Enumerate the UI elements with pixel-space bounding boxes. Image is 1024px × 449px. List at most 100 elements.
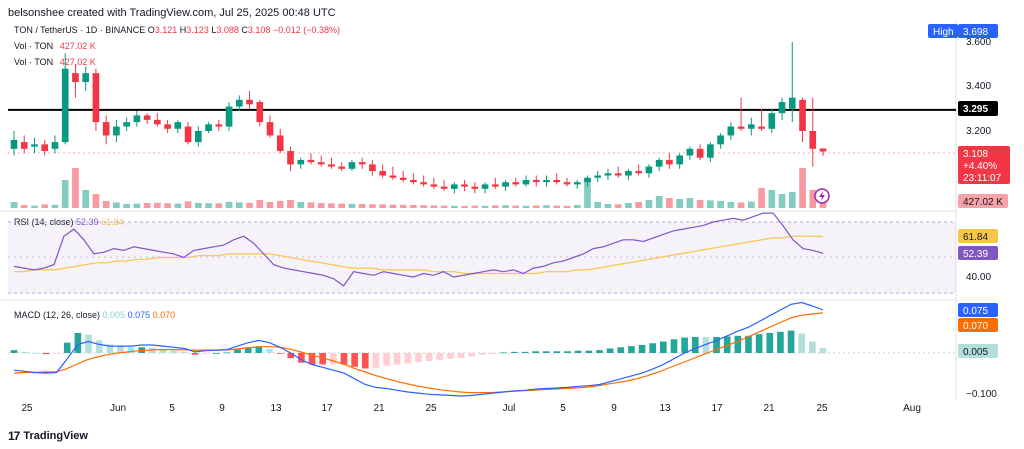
macd-histogram-bar bbox=[723, 336, 731, 353]
candle-body bbox=[727, 126, 735, 136]
macd-histogram-bar bbox=[42, 353, 50, 355]
macd-histogram-bar bbox=[755, 334, 763, 353]
volume-bar bbox=[676, 199, 683, 208]
macd-histogram-bar bbox=[638, 344, 646, 353]
candle-body bbox=[666, 159, 673, 165]
macd-histogram-bar bbox=[393, 353, 401, 365]
candle-body bbox=[20, 142, 28, 149]
volume-bar bbox=[461, 206, 468, 208]
candle-body bbox=[113, 126, 120, 136]
volume-bar bbox=[522, 205, 530, 208]
signal-tag-box bbox=[958, 318, 998, 332]
volume-bar bbox=[809, 190, 817, 208]
volume-bar bbox=[420, 205, 427, 208]
macd-line bbox=[13, 301, 824, 397]
macd-histogram-bar bbox=[532, 351, 539, 353]
volume-bar bbox=[82, 190, 90, 208]
macd-histogram-bar bbox=[447, 353, 454, 359]
lightning-icon[interactable] bbox=[814, 188, 830, 204]
macd-tag: 0.075 bbox=[963, 306, 988, 317]
macd-histogram-bar bbox=[361, 353, 369, 369]
volume-legend-2[interactable]: Vol · TON 427.02 K bbox=[14, 57, 96, 67]
candle-body bbox=[307, 159, 315, 163]
time-tick: 13 bbox=[270, 403, 282, 414]
time-tick: 25 bbox=[21, 403, 33, 414]
candle-body bbox=[215, 124, 223, 127]
volume-bar bbox=[584, 180, 591, 208]
volume-bar bbox=[184, 201, 192, 208]
volume-legend-1[interactable]: Vol · TON 427.02 K bbox=[14, 41, 96, 51]
symbol-name[interactable]: TON / TetherUS · 1D · BINANCE bbox=[14, 25, 146, 35]
candle-body bbox=[174, 122, 182, 129]
time-tick: 5 bbox=[169, 403, 175, 414]
tradingview-logo-icon: 17 bbox=[8, 429, 20, 443]
ohlc-open: 3.121 bbox=[154, 25, 178, 35]
macd-legend[interactable]: MACD (12, 26, close) 0.005 0.075 0.070 bbox=[14, 310, 175, 320]
macd-histogram-bar bbox=[777, 331, 784, 353]
volume-bar bbox=[123, 204, 130, 208]
volume-bar bbox=[328, 203, 335, 208]
volume-bar bbox=[389, 204, 397, 208]
volume-bar bbox=[235, 202, 243, 208]
time-tick: 25 bbox=[425, 403, 437, 414]
macd-histogram-bar bbox=[244, 347, 252, 353]
macd-histogram-bar bbox=[691, 336, 699, 353]
volume-bar bbox=[379, 204, 386, 208]
candle-body bbox=[143, 115, 151, 120]
chart-canvas[interactable]: 3.600 3.400 3.200 High 3.698 3.295 3.108… bbox=[0, 0, 1024, 420]
candle-body bbox=[133, 115, 141, 123]
candle-body bbox=[379, 171, 386, 176]
macd-histogram-bar bbox=[457, 353, 465, 359]
volume-bar bbox=[399, 204, 407, 208]
candle-body bbox=[317, 162, 325, 165]
candle-body bbox=[31, 144, 38, 147]
macd-histogram-bar bbox=[340, 353, 348, 365]
candle-body bbox=[676, 155, 683, 165]
volume-legend-value: 427.02 K bbox=[59, 41, 96, 51]
volume-bar bbox=[338, 203, 346, 208]
volume-bar bbox=[307, 202, 315, 208]
volume-bar bbox=[410, 205, 417, 208]
macd-histogram-bar bbox=[798, 333, 806, 353]
candle-body bbox=[102, 122, 110, 136]
macd-histogram-bar bbox=[468, 353, 476, 357]
macd-histogram-bar bbox=[574, 350, 582, 353]
macd-histogram-bar bbox=[372, 353, 380, 368]
candle-body bbox=[328, 164, 335, 167]
macd-histogram-bar bbox=[117, 346, 124, 353]
volume-bar bbox=[747, 201, 755, 208]
volume-bar bbox=[451, 205, 458, 208]
ohlc-high: 3.123 bbox=[186, 25, 209, 35]
candle-body bbox=[256, 102, 264, 123]
candles bbox=[10, 42, 827, 194]
macd-histogram-bar bbox=[585, 350, 593, 353]
volume-bar bbox=[113, 202, 120, 208]
price-tick: 3.400 bbox=[966, 81, 991, 92]
candle-body bbox=[491, 184, 499, 187]
ohlc-high-label: H bbox=[179, 25, 187, 35]
candle-body bbox=[737, 126, 745, 129]
tradingview-logo[interactable]: 17 TradingView bbox=[8, 429, 88, 443]
candle-body bbox=[768, 113, 776, 129]
volume-bar bbox=[788, 192, 796, 208]
macd-histogram-bar bbox=[745, 335, 752, 353]
volume-bar bbox=[553, 205, 561, 208]
macd-histogram-bar bbox=[425, 353, 433, 362]
macd-histogram-bar bbox=[564, 351, 571, 353]
ohlc-change: −0.012 (−0.38%) bbox=[272, 25, 340, 35]
ohlc-close: 3.108 bbox=[247, 25, 271, 35]
macd-histogram-bar bbox=[734, 335, 742, 353]
candle-body bbox=[348, 162, 356, 169]
candle-body bbox=[205, 124, 212, 131]
candle-body bbox=[266, 122, 274, 136]
volume-bars bbox=[10, 168, 827, 208]
volume-bar bbox=[215, 203, 223, 208]
candle-body bbox=[584, 177, 591, 183]
hist-tag-box bbox=[958, 344, 998, 358]
volume-bar bbox=[635, 202, 642, 208]
macd-histogram-bar bbox=[330, 353, 337, 365]
time-tick: 21 bbox=[373, 403, 385, 414]
candle-body bbox=[358, 162, 366, 165]
macd-histogram-bar bbox=[415, 353, 422, 363]
volume-bar bbox=[440, 205, 448, 208]
